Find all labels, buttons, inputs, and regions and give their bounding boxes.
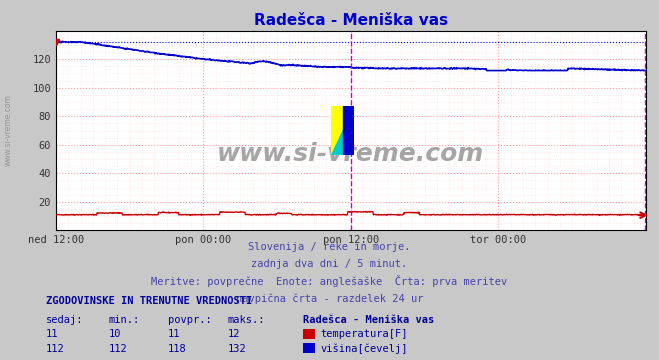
Text: 11: 11 <box>168 329 181 339</box>
Text: 118: 118 <box>168 344 186 354</box>
Text: 11: 11 <box>46 329 59 339</box>
Title: Radešca - Meniška vas: Radešca - Meniška vas <box>254 13 448 28</box>
Text: 132: 132 <box>227 344 246 354</box>
Text: sedaj:: sedaj: <box>46 315 84 325</box>
Text: min.:: min.: <box>109 315 140 325</box>
Text: 12: 12 <box>227 329 240 339</box>
Text: navpična črta - razdelek 24 ur: navpična črta - razdelek 24 ur <box>236 293 423 304</box>
Polygon shape <box>331 106 355 155</box>
Polygon shape <box>343 106 355 155</box>
Text: temperatura[F]: temperatura[F] <box>320 329 408 339</box>
Text: maks.:: maks.: <box>227 315 265 325</box>
Text: 10: 10 <box>109 329 121 339</box>
Text: Meritve: povprečne  Enote: anglešaške  Črta: prva meritev: Meritve: povprečne Enote: anglešaške Črt… <box>152 275 507 287</box>
Text: 112: 112 <box>109 344 127 354</box>
Text: povpr.:: povpr.: <box>168 315 212 325</box>
Text: Slovenija / reke in morje.: Slovenija / reke in morje. <box>248 242 411 252</box>
Text: www.si-vreme.com: www.si-vreme.com <box>4 94 13 166</box>
Text: višina[čevelj]: višina[čevelj] <box>320 343 408 354</box>
Text: zadnja dva dni / 5 minut.: zadnja dva dni / 5 minut. <box>251 260 408 270</box>
Text: 112: 112 <box>46 344 65 354</box>
Text: ZGODOVINSKE IN TRENUTNE VREDNOSTI: ZGODOVINSKE IN TRENUTNE VREDNOSTI <box>46 296 252 306</box>
Polygon shape <box>331 106 355 155</box>
Text: Radešca - Meniška vas: Radešca - Meniška vas <box>303 315 434 325</box>
Text: www.si-vreme.com: www.si-vreme.com <box>217 143 484 166</box>
